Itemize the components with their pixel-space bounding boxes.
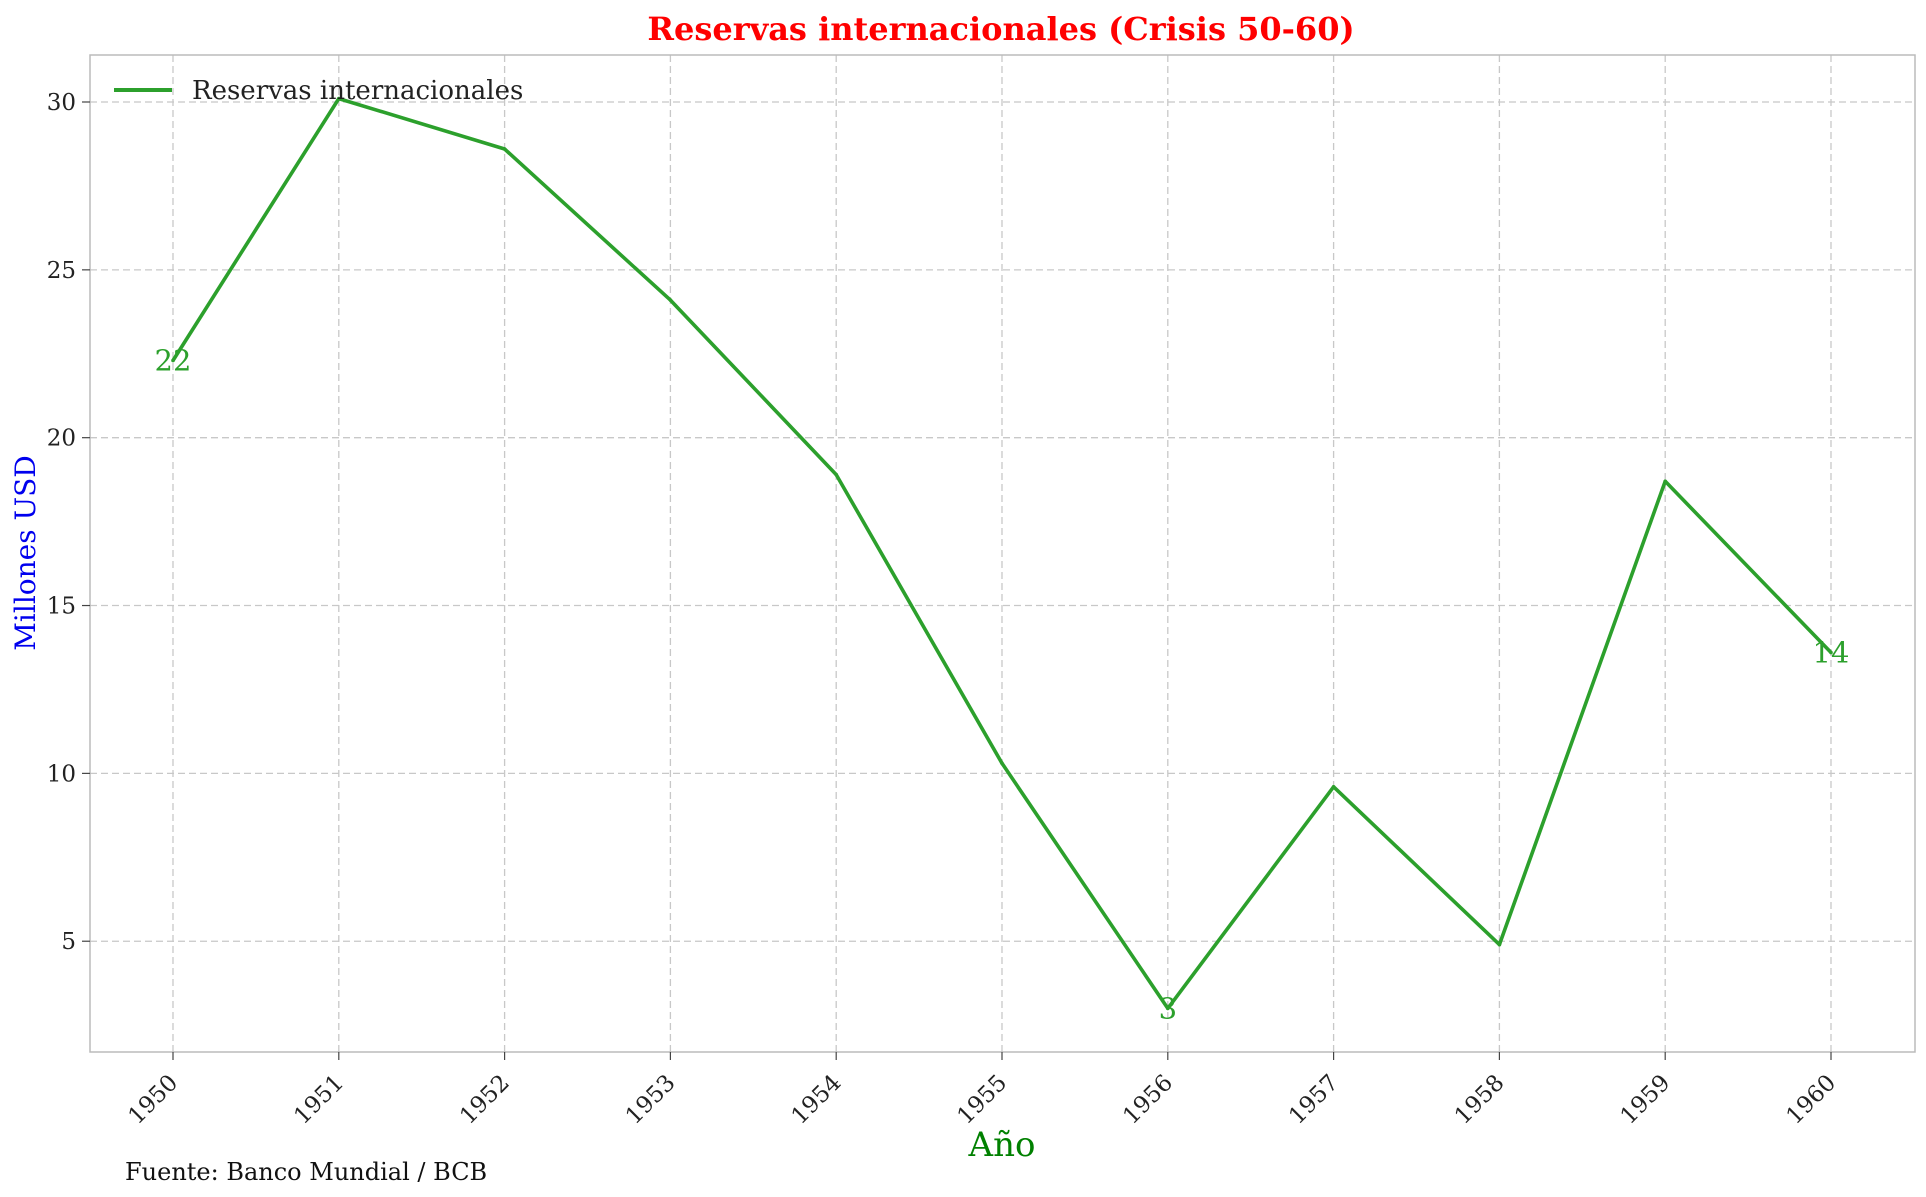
data-point: [1166, 1006, 1170, 1011]
data-point: [337, 96, 341, 101]
x-tick-label: 1951: [289, 1070, 349, 1130]
y-tick-label: 20: [47, 426, 76, 452]
x-tick-label: 1955: [952, 1070, 1012, 1130]
y-tick-label: 5: [61, 929, 76, 955]
data-point: [1497, 942, 1502, 947]
y-tick-label: 30: [47, 90, 76, 116]
x-tick-label: 1960: [1781, 1070, 1841, 1130]
x-axis-ticks: 1950 1951 1952 1953 1954 1955 1956 1957 1958 1959…: [123, 1052, 1841, 1130]
x-tick-label: 1952: [455, 1070, 515, 1130]
data-point: [668, 298, 673, 302]
x-tick-label: 1950: [123, 1070, 183, 1130]
y-tick-label: 10: [47, 761, 76, 787]
y-axis-ticks: 5 10 15 20 25 30: [47, 90, 90, 955]
data-label: 22: [155, 343, 192, 377]
x-tick-label: 1957: [1284, 1070, 1344, 1130]
data-point: [502, 147, 507, 151]
series-layer: [171, 96, 1833, 1011]
data-labels: 22 3 14: [155, 343, 1850, 1025]
data-point: [1829, 650, 1833, 655]
chart-title: Reservas internacionales (Crisis 50-60): [647, 10, 1354, 48]
x-tick-label: 1954: [787, 1070, 847, 1130]
x-axis-label: Año: [968, 1125, 1036, 1165]
data-point: [1663, 479, 1667, 484]
x-tick-label: 1958: [1450, 1070, 1510, 1130]
x-tick-label: 1956: [1118, 1070, 1178, 1130]
data-label: 3: [1159, 991, 1177, 1025]
grid-lines: [90, 55, 1915, 1052]
x-tick-label: 1959: [1616, 1070, 1676, 1130]
y-tick-label: 15: [47, 594, 76, 620]
x-tick-label: 1953: [621, 1070, 681, 1130]
data-point: [1000, 761, 1004, 766]
legend: Reservas internacionales: [114, 76, 523, 106]
data-point: [171, 358, 175, 363]
y-tick-label: 25: [47, 258, 76, 284]
data-label: 14: [1813, 636, 1850, 670]
source-note: Fuente: Banco Mundial / BCB: [125, 1158, 487, 1186]
y-axis-label: Millones USD: [9, 455, 42, 651]
data-point: [834, 472, 838, 477]
data-point: [1331, 785, 1336, 789]
legend-label: Reservas internacionales: [192, 76, 523, 106]
